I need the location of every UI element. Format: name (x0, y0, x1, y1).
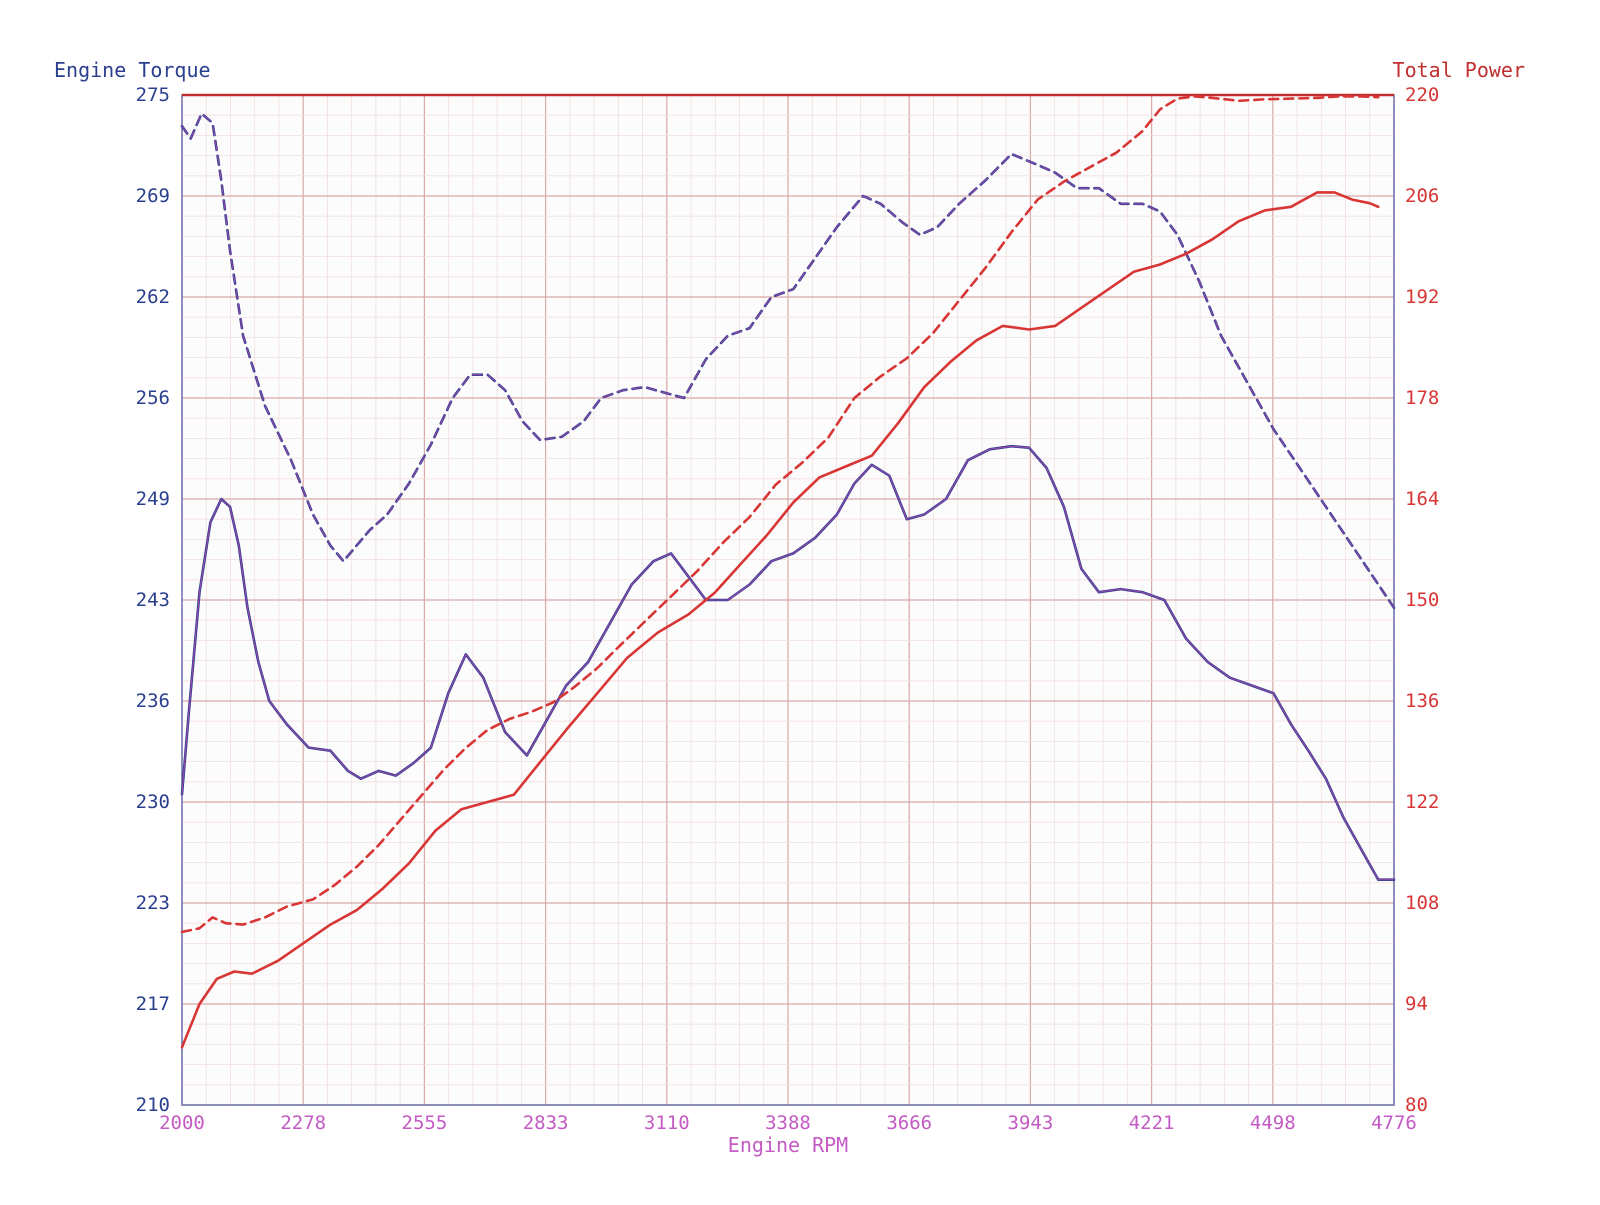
y-right-tick-label: 108 (1405, 892, 1439, 914)
y-right-tick-label: 220 (1405, 84, 1439, 106)
x-tick-label: 4498 (1250, 1112, 1296, 1134)
tick-labels: 2000 2278 2555 2833 3110 3388 3666 3943 4221 4498… (136, 84, 1440, 1134)
power-dashed-line (180, 95, 1380, 934)
x-tick-label: 4776 (1371, 1112, 1417, 1134)
x-tick-label: 2278 (280, 1112, 326, 1134)
x-tick-label: 3666 (886, 1112, 932, 1134)
y-left-tick-label: 249 (136, 488, 170, 510)
y-left-tick-label: 275 (136, 84, 170, 106)
y-left-tick-label: 256 (136, 387, 170, 409)
y-left-tick-label: 269 (136, 185, 170, 207)
x-tick-label: 2833 (523, 1112, 569, 1134)
torque-solid-line-highlight (181, 445, 1395, 881)
y-right-tick-label: 192 (1405, 286, 1439, 308)
grid (182, 95, 1394, 1105)
x-tick-label: 2000 (159, 1112, 205, 1134)
y-right-tick-label: 80 (1405, 1094, 1428, 1116)
x-tick-label: 3110 (644, 1112, 690, 1134)
y-right-tick-label: 178 (1405, 387, 1439, 409)
power-solid-line (180, 191, 1380, 1049)
y-left-tick-label: 217 (136, 993, 170, 1015)
series-group (180, 95, 1396, 1049)
x-tick-label: 3943 (1008, 1112, 1054, 1134)
x-tick-label: 2555 (402, 1112, 448, 1134)
y-right-tick-label: 164 (1405, 488, 1439, 510)
y-left-tick-label: 223 (136, 892, 170, 914)
y-right-tick-label: 150 (1405, 589, 1439, 611)
y-left-tick-label: 230 (136, 791, 170, 813)
y-right-tick-label: 206 (1405, 185, 1439, 207)
y-right-tick-label: 122 (1405, 791, 1439, 813)
y-right-tick-label: 136 (1405, 690, 1439, 712)
right-axis-title: Total Power (1393, 58, 1525, 82)
y-left-tick-label: 236 (136, 690, 170, 712)
x-axis-title: Engine RPM (728, 1133, 848, 1157)
y-left-tick-label: 262 (136, 286, 170, 308)
x-tick-label: 4221 (1129, 1112, 1175, 1134)
torque-dashed-line-highlight (181, 113, 1395, 609)
left-axis-title: Engine Torque (54, 58, 211, 82)
y-right-tick-label: 94 (1405, 993, 1428, 1015)
y-left-tick-label: 210 (136, 1094, 170, 1116)
x-tick-label: 3388 (765, 1112, 811, 1134)
y-left-tick-label: 243 (136, 589, 170, 611)
